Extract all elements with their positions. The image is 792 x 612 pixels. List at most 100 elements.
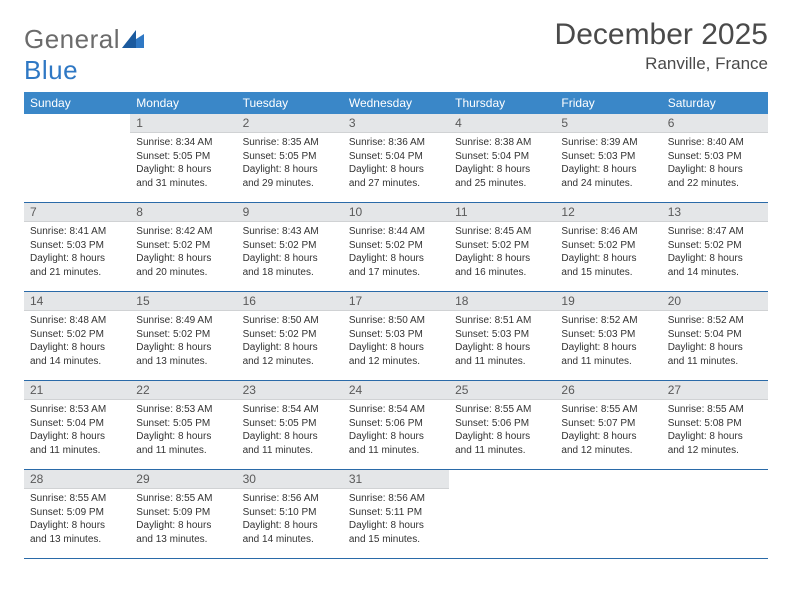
calendar-week-row: 28Sunrise: 8:55 AMSunset: 5:09 PMDayligh… bbox=[24, 470, 768, 559]
sunset-line: Sunset: 5:09 PM bbox=[136, 506, 230, 520]
day-details: Sunrise: 8:53 AMSunset: 5:04 PMDaylight:… bbox=[24, 400, 130, 461]
day-number: 26 bbox=[555, 381, 661, 400]
day-number: 30 bbox=[237, 470, 343, 489]
day-number: 24 bbox=[343, 381, 449, 400]
day-details: Sunrise: 8:50 AMSunset: 5:02 PMDaylight:… bbox=[237, 311, 343, 372]
sunset-line: Sunset: 5:02 PM bbox=[243, 328, 337, 342]
calendar-day-cell: 7 Sunrise: 8:41 AMSunset: 5:03 PMDaylight… bbox=[24, 203, 130, 292]
day-details: Sunrise: 8:36 AMSunset: 5:04 PMDaylight:… bbox=[343, 133, 449, 194]
weekday-header: Saturday bbox=[662, 92, 768, 114]
sunset-line: Sunset: 5:02 PM bbox=[136, 328, 230, 342]
sunset-line: Sunset: 5:07 PM bbox=[561, 417, 655, 431]
sunset-line: Sunset: 5:03 PM bbox=[668, 150, 762, 164]
day-number: 28 bbox=[24, 470, 130, 489]
day-details: Sunrise: 8:53 AMSunset: 5:05 PMDaylight:… bbox=[130, 400, 236, 461]
sunset-line: Sunset: 5:03 PM bbox=[30, 239, 124, 253]
sunrise-line: Sunrise: 8:51 AM bbox=[455, 314, 549, 328]
daylight-line: Daylight: 8 hours and 29 minutes. bbox=[243, 163, 337, 190]
day-details: Sunrise: 8:34 AMSunset: 5:05 PMDaylight:… bbox=[130, 133, 236, 194]
day-details: Sunrise: 8:44 AMSunset: 5:02 PMDaylight:… bbox=[343, 222, 449, 283]
daylight-line: Daylight: 8 hours and 14 minutes. bbox=[668, 252, 762, 279]
calendar-day-cell: 31Sunrise: 8:56 AMSunset: 5:11 PMDayligh… bbox=[343, 470, 449, 559]
day-number: 20 bbox=[662, 292, 768, 311]
daylight-line: Daylight: 8 hours and 11 minutes. bbox=[455, 430, 549, 457]
day-number: 13 bbox=[662, 203, 768, 222]
daylight-line: Daylight: 8 hours and 11 minutes. bbox=[30, 430, 124, 457]
logo: GeneralBlue bbox=[24, 24, 144, 86]
day-number: 25 bbox=[449, 381, 555, 400]
day-number: 10 bbox=[343, 203, 449, 222]
day-details: Sunrise: 8:56 AMSunset: 5:11 PMDaylight:… bbox=[343, 489, 449, 550]
sunrise-line: Sunrise: 8:41 AM bbox=[30, 225, 124, 239]
weekday-header: Wednesday bbox=[343, 92, 449, 114]
calendar-day-cell: 28Sunrise: 8:55 AMSunset: 5:09 PMDayligh… bbox=[24, 470, 130, 559]
calendar-day-cell: 13Sunrise: 8:47 AMSunset: 5:02 PMDayligh… bbox=[662, 203, 768, 292]
daylight-line: Daylight: 8 hours and 12 minutes. bbox=[243, 341, 337, 368]
day-details: Sunrise: 8:46 AMSunset: 5:02 PMDaylight:… bbox=[555, 222, 661, 283]
sunset-line: Sunset: 5:06 PM bbox=[349, 417, 443, 431]
daylight-line: Daylight: 8 hours and 25 minutes. bbox=[455, 163, 549, 190]
day-details: Sunrise: 8:55 AMSunset: 5:09 PMDaylight:… bbox=[130, 489, 236, 550]
sunrise-line: Sunrise: 8:34 AM bbox=[136, 136, 230, 150]
sunrise-line: Sunrise: 8:56 AM bbox=[243, 492, 337, 506]
weekday-header: Tuesday bbox=[237, 92, 343, 114]
calendar-body: 1Sunrise: 8:34 AMSunset: 5:05 PMDaylight… bbox=[24, 114, 768, 559]
calendar-day-cell: 8Sunrise: 8:42 AMSunset: 5:02 PMDaylight… bbox=[130, 203, 236, 292]
weekday-header: Thursday bbox=[449, 92, 555, 114]
calendar-day-cell: 27Sunrise: 8:55 AMSunset: 5:08 PMDayligh… bbox=[662, 381, 768, 470]
sunrise-line: Sunrise: 8:52 AM bbox=[561, 314, 655, 328]
calendar-week-row: 21Sunrise: 8:53 AMSunset: 5:04 PMDayligh… bbox=[24, 381, 768, 470]
sunset-line: Sunset: 5:04 PM bbox=[349, 150, 443, 164]
calendar-day-cell: 2Sunrise: 8:35 AMSunset: 5:05 PMDaylight… bbox=[237, 114, 343, 203]
day-number: 14 bbox=[24, 292, 130, 311]
sunset-line: Sunset: 5:02 PM bbox=[561, 239, 655, 253]
sunset-line: Sunset: 5:05 PM bbox=[136, 417, 230, 431]
day-number: 4 bbox=[449, 114, 555, 133]
title-block: December 2025 Ranville, France bbox=[555, 18, 768, 74]
day-details: Sunrise: 8:48 AMSunset: 5:02 PMDaylight:… bbox=[24, 311, 130, 372]
daylight-line: Daylight: 8 hours and 13 minutes. bbox=[136, 341, 230, 368]
day-number: 7 bbox=[24, 203, 130, 222]
calendar-day-cell: 30Sunrise: 8:56 AMSunset: 5:10 PMDayligh… bbox=[237, 470, 343, 559]
day-details: Sunrise: 8:55 AMSunset: 5:09 PMDaylight:… bbox=[24, 489, 130, 550]
sunrise-line: Sunrise: 8:42 AM bbox=[136, 225, 230, 239]
calendar-day-cell: 18Sunrise: 8:51 AMSunset: 5:03 PMDayligh… bbox=[449, 292, 555, 381]
daylight-line: Daylight: 8 hours and 31 minutes. bbox=[136, 163, 230, 190]
daylight-line: Daylight: 8 hours and 22 minutes. bbox=[668, 163, 762, 190]
sunset-line: Sunset: 5:04 PM bbox=[455, 150, 549, 164]
daylight-line: Daylight: 8 hours and 12 minutes. bbox=[349, 341, 443, 368]
daylight-line: Daylight: 8 hours and 18 minutes. bbox=[243, 252, 337, 279]
sunrise-line: Sunrise: 8:40 AM bbox=[668, 136, 762, 150]
day-number: 12 bbox=[555, 203, 661, 222]
sunrise-line: Sunrise: 8:45 AM bbox=[455, 225, 549, 239]
daylight-line: Daylight: 8 hours and 17 minutes. bbox=[349, 252, 443, 279]
day-number: 6 bbox=[662, 114, 768, 133]
day-details: Sunrise: 8:39 AMSunset: 5:03 PMDaylight:… bbox=[555, 133, 661, 194]
daylight-line: Daylight: 8 hours and 21 minutes. bbox=[30, 252, 124, 279]
day-details: Sunrise: 8:47 AMSunset: 5:02 PMDaylight:… bbox=[662, 222, 768, 283]
sunset-line: Sunset: 5:02 PM bbox=[30, 328, 124, 342]
daylight-line: Daylight: 8 hours and 13 minutes. bbox=[30, 519, 124, 546]
sunrise-line: Sunrise: 8:46 AM bbox=[561, 225, 655, 239]
sunset-line: Sunset: 5:04 PM bbox=[30, 417, 124, 431]
calendar-day-cell: 24Sunrise: 8:54 AMSunset: 5:06 PMDayligh… bbox=[343, 381, 449, 470]
calendar-day-cell: 11Sunrise: 8:45 AMSunset: 5:02 PMDayligh… bbox=[449, 203, 555, 292]
daylight-line: Daylight: 8 hours and 11 minutes. bbox=[668, 341, 762, 368]
sunset-line: Sunset: 5:11 PM bbox=[349, 506, 443, 520]
daylight-line: Daylight: 8 hours and 15 minutes. bbox=[349, 519, 443, 546]
sunset-line: Sunset: 5:05 PM bbox=[136, 150, 230, 164]
daylight-line: Daylight: 8 hours and 14 minutes. bbox=[30, 341, 124, 368]
day-number: 5 bbox=[555, 114, 661, 133]
calendar-day-cell: 26Sunrise: 8:55 AMSunset: 5:07 PMDayligh… bbox=[555, 381, 661, 470]
calendar-day-cell: 16Sunrise: 8:50 AMSunset: 5:02 PMDayligh… bbox=[237, 292, 343, 381]
day-number: 21 bbox=[24, 381, 130, 400]
calendar-week-row: 1Sunrise: 8:34 AMSunset: 5:05 PMDaylight… bbox=[24, 114, 768, 203]
calendar-day-cell bbox=[555, 470, 661, 559]
sunrise-line: Sunrise: 8:36 AM bbox=[349, 136, 443, 150]
sunset-line: Sunset: 5:02 PM bbox=[668, 239, 762, 253]
logo-word2: Blue bbox=[24, 55, 78, 85]
calendar-header-row: SundayMondayTuesdayWednesdayThursdayFrid… bbox=[24, 92, 768, 114]
calendar-week-row: 14Sunrise: 8:48 AMSunset: 5:02 PMDayligh… bbox=[24, 292, 768, 381]
month-title: December 2025 bbox=[555, 18, 768, 52]
calendar-day-cell: 10Sunrise: 8:44 AMSunset: 5:02 PMDayligh… bbox=[343, 203, 449, 292]
